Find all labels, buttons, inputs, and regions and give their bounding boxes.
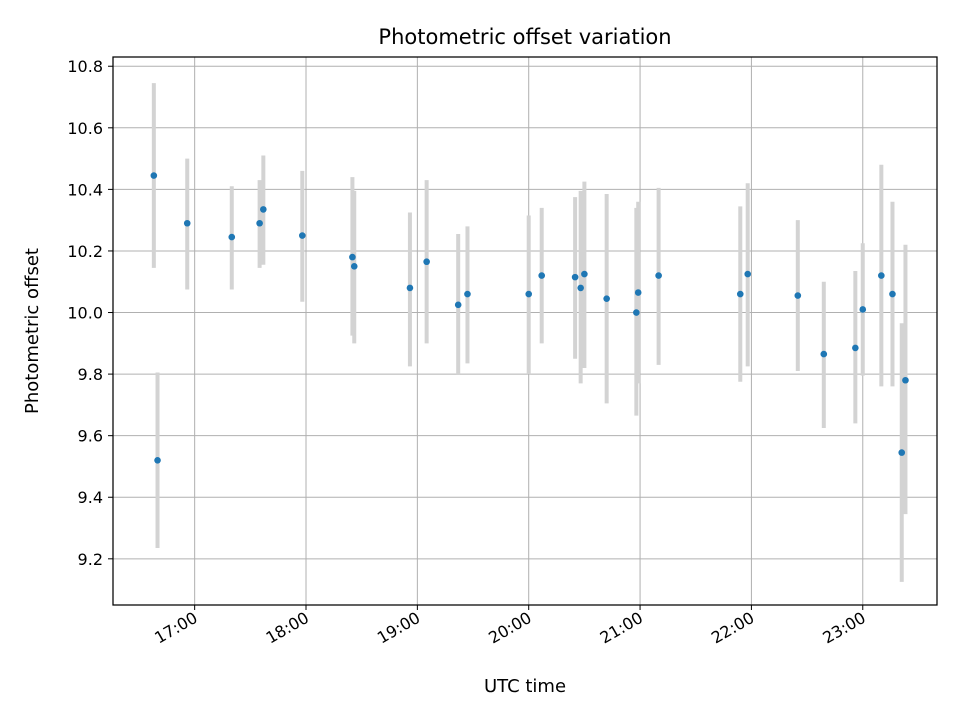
data-point (525, 290, 533, 298)
data-point (183, 219, 191, 227)
y-axis-label: Photometric offset (22, 248, 43, 414)
data-point (464, 290, 471, 298)
y-tick-label: 9.2 (78, 550, 103, 569)
y-tick-label: 9.6 (78, 427, 103, 446)
y-tick-label: 10.2 (67, 242, 103, 261)
data-point (655, 272, 662, 279)
data-point (406, 284, 414, 292)
y-axis-ticks: 9.2 9.4 9.6 9.8 10.0 10.2 10.4 10.6 10.8 (67, 57, 113, 569)
data-point (634, 289, 642, 296)
data-point (859, 306, 867, 313)
data-points (150, 172, 909, 464)
data-point (228, 233, 236, 241)
data-point (423, 258, 430, 266)
data-point (538, 272, 546, 279)
data-point (898, 449, 906, 456)
y-tick-label: 10.0 (67, 304, 103, 323)
data-point (889, 290, 896, 298)
data-point (633, 309, 640, 316)
y-tick-label: 10.4 (67, 180, 103, 199)
y-tick-label: 9.4 (78, 488, 103, 507)
data-point (794, 292, 802, 299)
data-point (350, 263, 358, 270)
data-point (878, 272, 885, 279)
chart-title: Photometric offset variation (378, 25, 671, 49)
data-point (454, 301, 462, 309)
data-point (820, 350, 828, 358)
data-point (736, 290, 744, 298)
data-point (571, 273, 579, 281)
data-point (744, 270, 752, 278)
x-axis-label: UTC time (484, 676, 566, 697)
data-point (852, 344, 859, 352)
y-tick-label: 10.6 (67, 119, 103, 138)
data-point (150, 172, 158, 179)
data-point (154, 457, 161, 464)
data-point (260, 206, 267, 213)
data-point (298, 232, 306, 239)
data-point (577, 284, 584, 292)
data-point (581, 270, 588, 278)
plot-frame (112, 56, 938, 606)
y-tick-label: 9.8 (78, 365, 103, 384)
data-point (256, 219, 263, 227)
y-tick-label: 10.8 (67, 57, 103, 76)
data-point (902, 376, 909, 384)
data-point (603, 295, 610, 302)
data-point (349, 253, 356, 261)
